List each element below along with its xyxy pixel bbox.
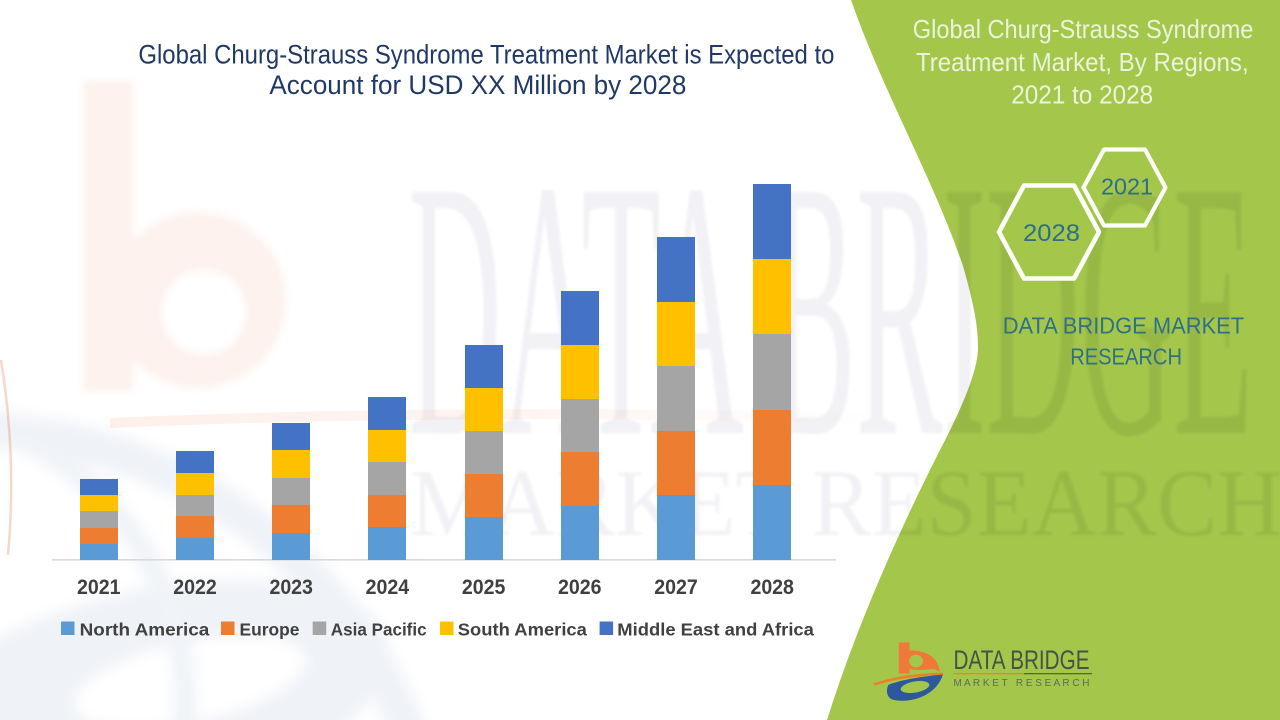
svg-text:2021 to 2028: 2021 to 2028 bbox=[1011, 80, 1153, 110]
svg-text:M A R K E T R E S E A R C H: M A R K E T R E S E A R C H bbox=[954, 677, 1090, 689]
svg-text:2026: 2026 bbox=[558, 576, 602, 599]
svg-text:Treatment Market, By Regions,: Treatment Market, By Regions, bbox=[916, 47, 1249, 77]
svg-text:DATA BRIDGE: DATA BRIDGE bbox=[954, 645, 1090, 675]
svg-text:DATA BRIDGE MARKET: DATA BRIDGE MARKET bbox=[1003, 313, 1244, 339]
svg-text:2028: 2028 bbox=[750, 576, 794, 599]
svg-text:2022: 2022 bbox=[173, 576, 217, 599]
svg-text:South America: South America bbox=[458, 620, 587, 640]
svg-text:2027: 2027 bbox=[654, 576, 698, 599]
svg-text:2028: 2028 bbox=[1023, 220, 1080, 247]
svg-text:2025: 2025 bbox=[462, 576, 506, 599]
svg-text:RESEARCH: RESEARCH bbox=[1070, 343, 1182, 369]
svg-text:Middle East and Africa: Middle East and Africa bbox=[617, 620, 814, 640]
svg-text:2021: 2021 bbox=[77, 576, 121, 599]
svg-text:Asia Pacific: Asia Pacific bbox=[331, 620, 427, 640]
svg-text:2024: 2024 bbox=[366, 576, 410, 599]
svg-text:Global Churg-Strauss Syndrome: Global Churg-Strauss Syndrome bbox=[913, 14, 1254, 44]
svg-text:Global Churg-Strauss Syndrome: Global Churg-Strauss Syndrome Treatment … bbox=[138, 40, 834, 70]
svg-text:2021: 2021 bbox=[1101, 173, 1153, 199]
svg-text:Account for USD XX Million by: Account for USD XX Million by 2028 bbox=[269, 70, 686, 100]
svg-text:2023: 2023 bbox=[269, 576, 313, 599]
svg-text:North America: North America bbox=[80, 620, 210, 640]
svg-text:Europe: Europe bbox=[240, 620, 300, 640]
